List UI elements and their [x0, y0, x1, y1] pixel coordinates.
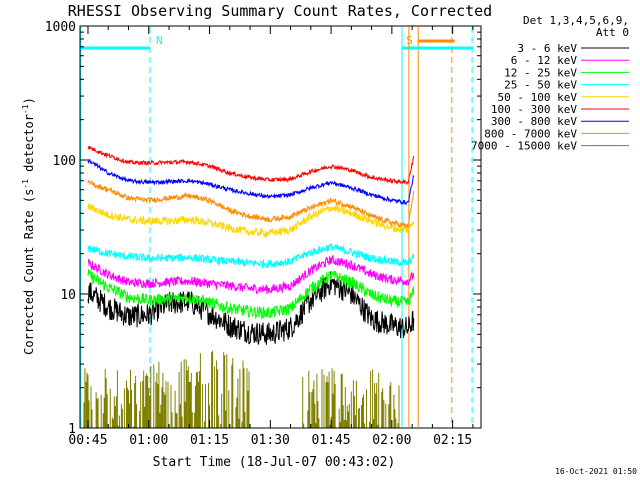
x-tick-label: 01:45: [312, 433, 351, 448]
legend-entry-label: 800 - 7000 keV: [484, 127, 577, 140]
x-tick-label: 01:30: [251, 433, 290, 448]
legend-header: Att 0: [596, 26, 629, 39]
series-line-7000-15000: [83, 350, 400, 428]
legend-header: Det 1,3,4,5,6,9,: [523, 14, 629, 27]
x-axis-label: Start Time (18-Jul-07 00:43:02): [153, 455, 396, 470]
timestamp: 16-Oct-2021 01:50: [555, 467, 637, 476]
series-line-6-12: [87, 254, 415, 295]
annotation-label: N: [156, 34, 163, 47]
axes: 1 10 100 1000 00:45 01:00 01:15 01:30 01:45 02:00…: [45, 20, 482, 448]
legend-entry-label: 25 - 50 keV: [504, 79, 577, 92]
x-tick-label: 02:00: [372, 433, 411, 448]
y-axis-label: Corrected Count Rate (s-1 detector-1): [21, 97, 36, 355]
x-tick-label: 02:15: [433, 433, 472, 448]
legend-entry-label: 300 - 800 keV: [491, 115, 577, 128]
x-tick-label: 00:45: [68, 433, 107, 448]
legend-entry-label: 3 - 6 keV: [517, 42, 577, 55]
legend-entry-label: 12 - 25 keV: [504, 66, 577, 79]
series-line-25-50: [87, 243, 415, 269]
legend-entry-label: 50 - 100 keV: [498, 91, 578, 104]
legend-entry-label: 6 - 12 keV: [511, 54, 578, 67]
series-line-50-100: [87, 203, 415, 238]
y-tick-label: 100: [53, 154, 76, 169]
x-tick-label: 01:15: [190, 433, 229, 448]
y-tick-label: 10: [60, 288, 76, 303]
chart-title: RHESSI Observing Summary Count Rates, Co…: [68, 2, 492, 20]
legend-entry-label: 7000 - 15000 keV: [471, 140, 577, 153]
series-line-300-800: [87, 159, 415, 206]
series-line-3-6: [87, 271, 415, 345]
x-tick-label: 01:00: [129, 433, 168, 448]
y-tick-label: 1: [68, 422, 76, 437]
series-line-12-25: [87, 269, 415, 320]
series-line-800-7000: [87, 179, 415, 229]
plot-frame: [79, 25, 482, 429]
legend-entry-label: 100 - 300 keV: [491, 103, 577, 116]
series-line-100-300: [87, 145, 415, 185]
y-tick-label: 1000: [45, 20, 76, 35]
annotation-label: S: [406, 34, 413, 47]
